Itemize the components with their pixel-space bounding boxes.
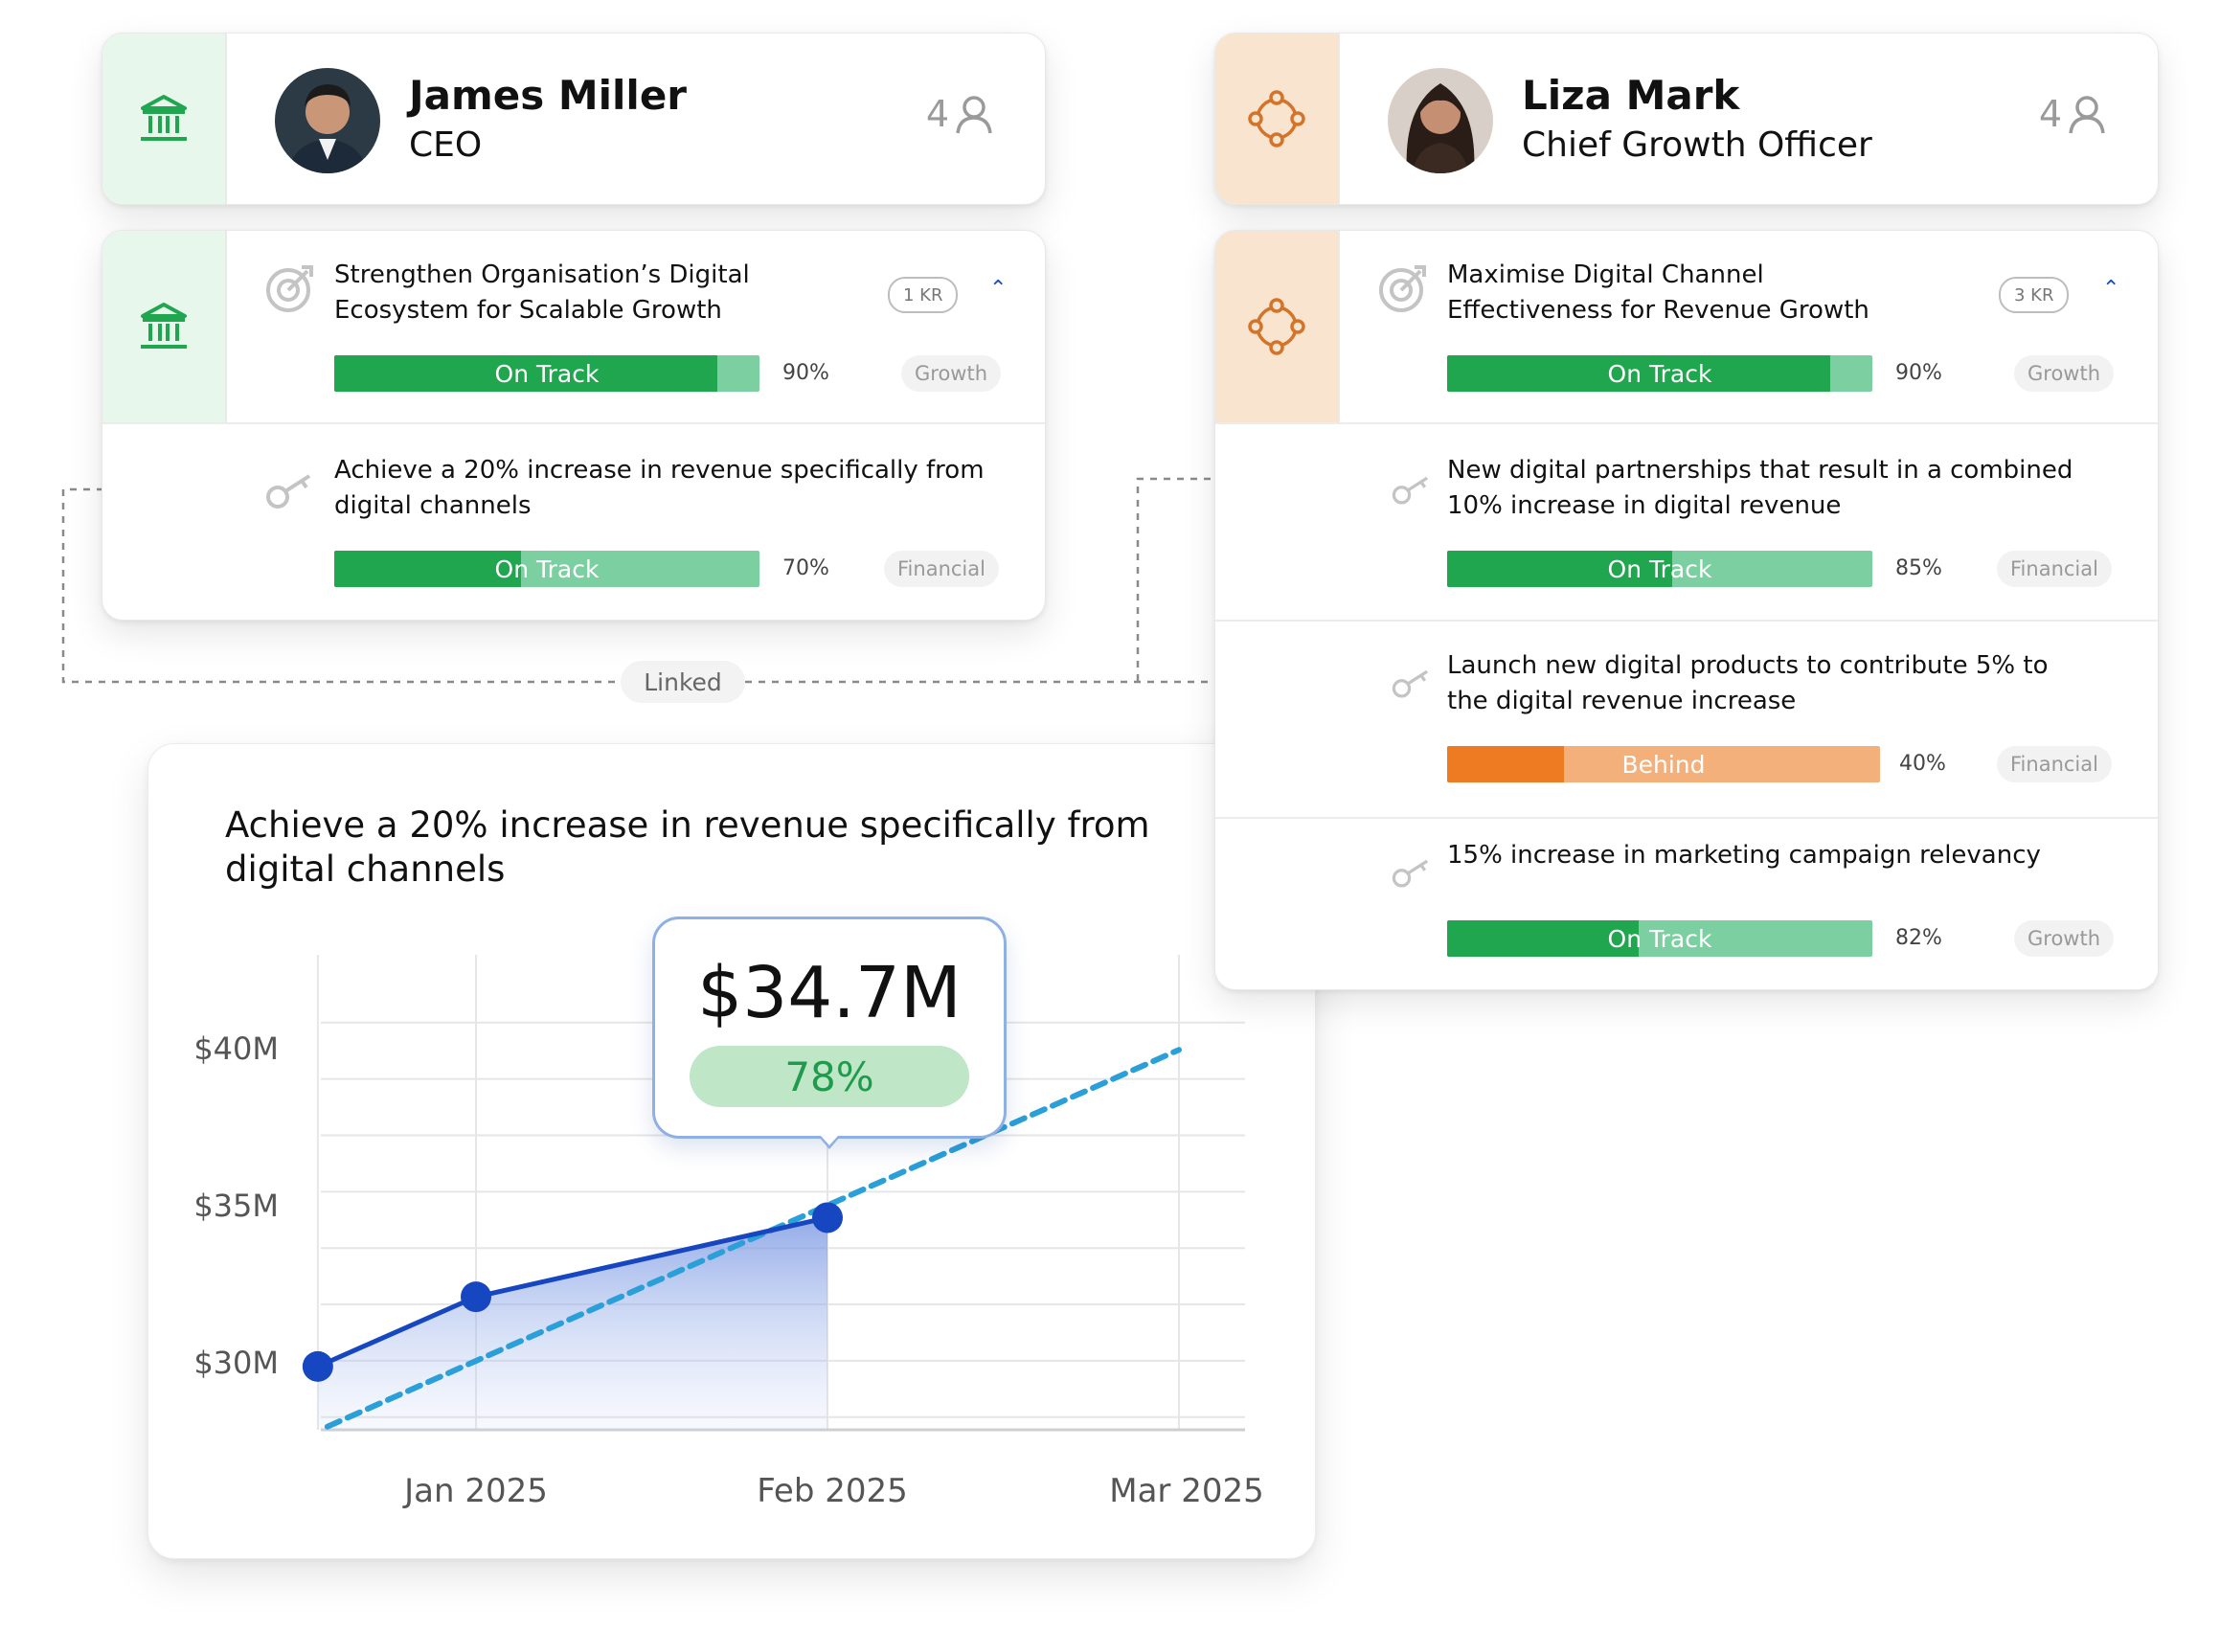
category-tag: Financial xyxy=(884,551,999,587)
tooltip-value: $34.7M xyxy=(697,952,962,1034)
objective-row[interactable]: Maximise Digital Channel Effectiveness f… xyxy=(1215,231,2158,422)
category-tag: Growth xyxy=(2014,355,2115,392)
category-tag: Growth xyxy=(901,355,1002,392)
progress-bar: Behind xyxy=(1447,746,1880,782)
y-tick-label: $40M xyxy=(193,1030,279,1067)
area-fill xyxy=(317,1217,828,1430)
profile-card-liza[interactable]: Liza Mark Chief Growth Officer 4 xyxy=(1214,33,2159,205)
key-result-row[interactable]: 15% increase in marketing campaign relev… xyxy=(1215,819,2158,989)
kr-count-badge[interactable]: 1 KR xyxy=(888,277,959,313)
objective-title: Maximise Digital Channel Effectiveness f… xyxy=(1447,260,1869,325)
objective-target-icon xyxy=(266,265,313,312)
category-tag: Financial xyxy=(1997,746,2112,782)
tooltip-pointer xyxy=(818,1136,841,1149)
x-tick-label: Mar 2025 xyxy=(1109,1472,1264,1510)
avatar xyxy=(1388,68,1493,173)
chevron-up-icon[interactable]: ⌃ xyxy=(2102,277,2120,301)
objective-title: Strengthen Organisation’s Digital Ecosys… xyxy=(334,260,750,325)
progress-percent: 82% xyxy=(1895,926,1942,950)
bank-icon xyxy=(141,303,187,349)
objective-row[interactable]: Strengthen Organisation’s Digital Ecosys… xyxy=(102,231,1045,422)
progress-bar: On Track xyxy=(1447,355,1872,392)
key-icon xyxy=(1392,476,1429,505)
progress-bar: On Track xyxy=(334,355,759,392)
x-tick-label: Jan 2025 xyxy=(404,1472,548,1510)
linked-badge: Linked xyxy=(621,661,745,703)
user-icon[interactable] xyxy=(2068,95,2106,135)
profile-name: James Miller xyxy=(409,72,688,119)
progress-percent: 85% xyxy=(1895,556,1942,580)
key-result-title: 15% increase in marketing campaign relev… xyxy=(1447,841,2041,870)
profile-strip xyxy=(1215,34,1340,204)
key-result-row[interactable]: Launch new digital products to contribut… xyxy=(1215,622,2158,817)
member-count: 4 xyxy=(925,93,949,135)
objective-strip xyxy=(102,231,227,422)
key-result-row[interactable]: New digital partnerships that result in … xyxy=(1215,424,2158,620)
x-tick-label: Feb 2025 xyxy=(757,1472,908,1510)
kr-count-badge[interactable]: 3 KR xyxy=(1999,277,2070,313)
progress-bar: On Track xyxy=(1447,920,1872,957)
profile-card-james[interactable]: James Miller CEO 4 xyxy=(102,33,1046,205)
profile-role: Chief Growth Officer xyxy=(1522,125,1872,165)
profile-strip xyxy=(102,34,227,204)
progress-percent: 90% xyxy=(1895,361,1942,385)
progress-bar: On Track xyxy=(334,551,759,587)
progress-bar: On Track xyxy=(1447,551,1872,587)
key-icon xyxy=(1392,859,1429,888)
line-chart xyxy=(302,955,1245,1432)
user-icon[interactable] xyxy=(955,95,993,135)
y-tick-label: $35M xyxy=(193,1188,279,1224)
avatar xyxy=(275,68,380,173)
data-point xyxy=(812,1202,843,1233)
member-count: 4 xyxy=(2038,93,2062,135)
data-point xyxy=(302,1350,333,1382)
progress-percent: 40% xyxy=(1899,752,1946,776)
key-result-title: Launch new digital products to contribut… xyxy=(1447,651,2049,715)
key-result-row[interactable]: Achieve a 20% increase in revenue specif… xyxy=(102,424,1045,620)
key-icon xyxy=(1392,669,1429,698)
data-point xyxy=(461,1281,491,1313)
progress-percent: 70% xyxy=(782,556,829,580)
target-icon xyxy=(1248,298,1305,355)
target-icon xyxy=(1248,90,1305,147)
profile-name: Liza Mark xyxy=(1522,72,1740,119)
chevron-up-icon[interactable]: ⌃ xyxy=(989,277,1008,301)
chart-tooltip: $34.7M 78% xyxy=(652,917,1007,1149)
profile-role: CEO xyxy=(409,125,483,165)
objective-target-icon xyxy=(1379,265,1426,312)
chart-title: Achieve a 20% increase in revenue specif… xyxy=(225,804,1150,890)
bank-icon xyxy=(141,95,187,141)
objective-card-james[interactable]: Strengthen Organisation’s Digital Ecosys… xyxy=(102,230,1046,621)
category-tag: Financial xyxy=(1997,551,2112,587)
objective-strip xyxy=(1215,231,1340,422)
tooltip-percent: 78% xyxy=(690,1046,969,1107)
key-icon xyxy=(266,474,311,509)
progress-percent: 90% xyxy=(782,361,829,385)
key-result-title: Achieve a 20% increase in revenue specif… xyxy=(334,456,985,520)
y-tick-label: $30M xyxy=(193,1345,279,1381)
target-line xyxy=(324,1047,1182,1430)
key-result-title: New digital partnerships that result in … xyxy=(1447,456,2073,520)
category-tag: Growth xyxy=(2014,920,2115,957)
objective-card-liza[interactable]: Maximise Digital Channel Effectiveness f… xyxy=(1214,230,2159,990)
chart-card: Achieve a 20% increase in revenue specif… xyxy=(147,743,1316,1559)
